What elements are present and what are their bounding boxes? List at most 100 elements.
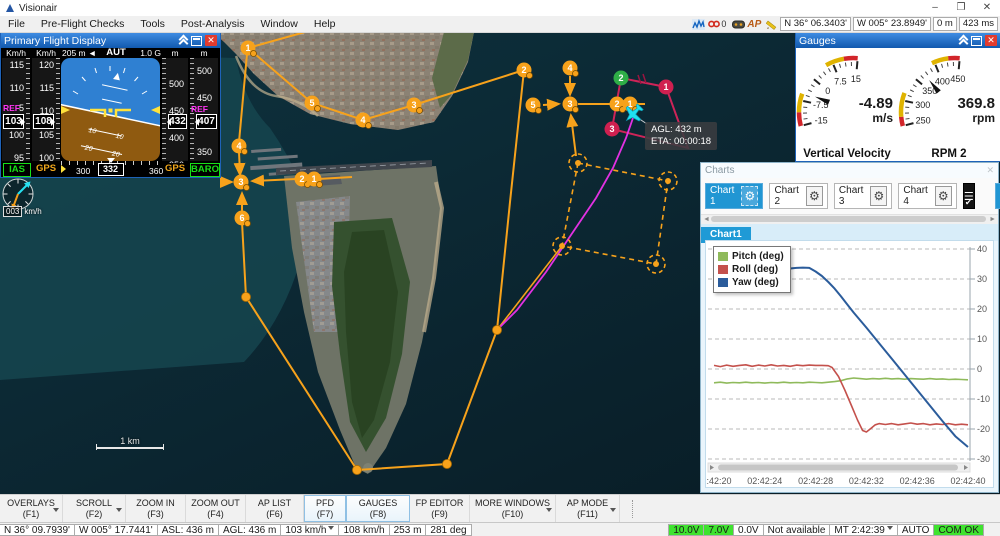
svg-text:20: 20 — [83, 144, 93, 153]
waypoint[interactable]: 6 — [234, 210, 251, 227]
dropdown-caret-icon[interactable] — [546, 507, 552, 515]
waypoint[interactable] — [552, 236, 572, 256]
menu-tools[interactable]: Tools — [140, 17, 165, 30]
waypoint[interactable]: 2 — [613, 70, 629, 86]
gauges-close-icon[interactable]: ✕ — [985, 35, 997, 46]
svg-text:5: 5 — [309, 98, 314, 108]
scrollbar-thumb[interactable] — [711, 216, 986, 222]
chart-data-list-button[interactable]: ☰ ✔ — [962, 183, 975, 209]
svg-text:300: 300 — [915, 100, 930, 110]
pfd-title-bar[interactable]: Primary Flight Display ✕ — [1, 33, 220, 48]
scroll-left-icon[interactable]: ◄ — [703, 216, 710, 223]
waypoint[interactable]: 1 — [306, 171, 323, 188]
svg-text:10: 10 — [115, 133, 124, 141]
gear-icon[interactable]: ⚙ — [934, 186, 952, 206]
undock-icon[interactable] — [191, 35, 202, 46]
gear-icon[interactable]: ⚙ — [741, 186, 759, 206]
waypoint[interactable] — [492, 325, 502, 335]
svg-text:30: 30 — [977, 274, 987, 284]
toolbar-overlays-button[interactable]: OVERLAYS (F1) — [0, 495, 63, 522]
undock-icon[interactable] — [971, 35, 982, 46]
toolbar-gauges-button[interactable]: GAUGES (F8) — [346, 495, 410, 522]
flight-route — [566, 113, 579, 157]
menu-file[interactable]: File — [8, 17, 25, 30]
maximize-button[interactable]: ❐ — [956, 2, 966, 13]
legend-toggle-button[interactable]: Legend — [994, 183, 1000, 209]
menu-pre-flight-checks[interactable]: Pre-Flight Checks — [40, 17, 125, 30]
waypoint[interactable]: 4 — [562, 60, 579, 77]
flight-route — [642, 73, 647, 84]
collapse-icon[interactable] — [958, 34, 969, 48]
scroll-right-icon[interactable]: ► — [989, 216, 996, 223]
toolbar-ap-mode-button[interactable]: AP MODE (F11) — [556, 495, 620, 522]
close-button[interactable]: ✕ — [982, 2, 992, 13]
waypoint[interactable]: 4 — [355, 112, 372, 129]
chart-select-button[interactable]: Chart 2 ⚙ — [769, 183, 828, 209]
chart-select-button[interactable]: Chart 3 ⚙ — [833, 183, 893, 209]
dropdown-caret-icon[interactable] — [328, 526, 335, 533]
dropdown-caret-icon[interactable] — [610, 507, 616, 515]
charts-title-bar[interactable]: Charts ✕ — [701, 163, 998, 178]
gear-icon[interactable]: ⚙ — [870, 186, 888, 206]
charts-toolbar-scrollbar[interactable]: ◄ ► — [701, 214, 998, 224]
menu-window[interactable]: Window — [260, 17, 298, 30]
minimize-button[interactable]: – — [932, 2, 938, 13]
menu-help[interactable]: Help — [313, 17, 336, 30]
menu-post-analysis[interactable]: Post-Analysis — [180, 17, 245, 30]
toolbar-scroll-button[interactable]: SCROLL (F2) — [63, 495, 126, 522]
tape-number: 350 — [197, 147, 213, 157]
waypoint[interactable]: 2 — [609, 96, 626, 113]
chart-select-button[interactable]: Chart 1 ⚙ — [705, 183, 764, 209]
toolbar-fp-editor-button[interactable]: FP EDITOR (F9) — [410, 495, 470, 522]
chart-select-button[interactable]: Chart 4 ⚙ — [898, 183, 957, 209]
waypoint[interactable]: 1 — [240, 40, 257, 57]
waypoint[interactable]: 2 — [294, 171, 311, 188]
chart-series — [713, 266, 969, 448]
toolbar-ap-list-button[interactable]: AP LIST (F6) — [246, 495, 304, 522]
waypoint[interactable] — [658, 171, 678, 191]
waypoint[interactable] — [646, 254, 666, 274]
pfd-close-icon[interactable]: ✕ — [205, 35, 217, 46]
toolbar-zoom-out-button[interactable]: ZOOM OUT (F4) — [186, 495, 246, 522]
waypoint[interactable]: 2 — [516, 62, 533, 79]
waypoint[interactable]: 1 — [658, 79, 674, 95]
charts-close-icon[interactable]: ✕ — [986, 165, 994, 175]
waypoint[interactable] — [568, 153, 588, 173]
dropdown-caret-icon[interactable] — [53, 507, 59, 515]
toolbar-pfd-button[interactable]: PFD (F7) — [304, 495, 346, 522]
autopilot-icon[interactable]: AP — [747, 18, 762, 30]
waypoint[interactable]: 3 — [233, 174, 250, 191]
chart-plot-area[interactable]: Pitch (deg) Roll (deg) Yaw (deg) 40 30 20 10 0… — [696, 240, 994, 488]
dropdown-caret-icon[interactable] — [116, 507, 122, 515]
waypoint[interactable]: 5 — [525, 97, 542, 114]
waypoint[interactable] — [442, 459, 452, 469]
svg-text:02:42:24: 02:42:24 — [747, 476, 782, 486]
tab-chart1[interactable]: Chart1 — [701, 227, 751, 243]
waypoint[interactable]: 3 — [604, 121, 620, 137]
gear-icon[interactable]: ⚙ — [805, 186, 823, 206]
svg-text:-30: -30 — [977, 454, 990, 464]
waypoint[interactable]: 4 — [231, 138, 248, 155]
scale-label: 1 km — [120, 436, 140, 446]
telemetry-chart-icon[interactable] — [692, 18, 706, 30]
svg-text:2: 2 — [618, 73, 623, 83]
waypoint[interactable]: 3 — [562, 96, 579, 113]
tape-number: 110 — [9, 83, 24, 93]
waypoint[interactable] — [352, 465, 362, 475]
waypoint[interactable]: 3 — [406, 97, 423, 114]
toolbar-more-windows-button[interactable]: MORE WINDOWS (F10) — [470, 495, 556, 522]
svg-text:1: 1 — [311, 174, 316, 184]
collapse-icon[interactable] — [178, 34, 189, 48]
dropdown-caret-icon[interactable] — [886, 526, 893, 533]
pfd-display: Km/h Km/h 205 m ◄ AUT 1.0 G m m 115 110 10… — [1, 48, 220, 177]
top-status-field: 423 ms — [958, 17, 998, 31]
link-error-icon[interactable] — [708, 19, 721, 29]
joystick-icon[interactable] — [732, 19, 746, 29]
waypoint[interactable] — [241, 292, 251, 302]
waypoint[interactable]: 5 — [304, 95, 321, 112]
aircraft-icon[interactable] — [620, 100, 647, 127]
pencil-icon[interactable] — [766, 19, 778, 30]
toolbar-zoom-in-button[interactable]: ZOOM IN (F3) — [126, 495, 186, 522]
gauges-title-bar[interactable]: Gauges ✕ — [796, 33, 1000, 48]
